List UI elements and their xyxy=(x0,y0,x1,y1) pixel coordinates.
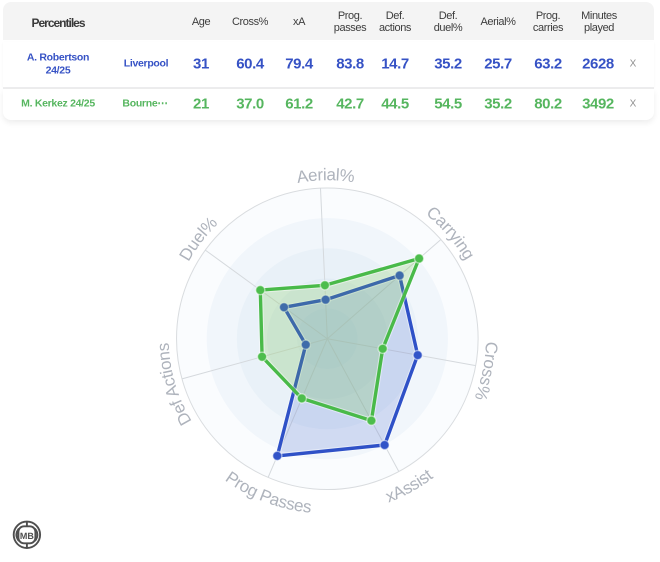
svg-text:Aerial%: Aerial% xyxy=(295,165,355,187)
svg-text:MB: MB xyxy=(20,531,34,541)
